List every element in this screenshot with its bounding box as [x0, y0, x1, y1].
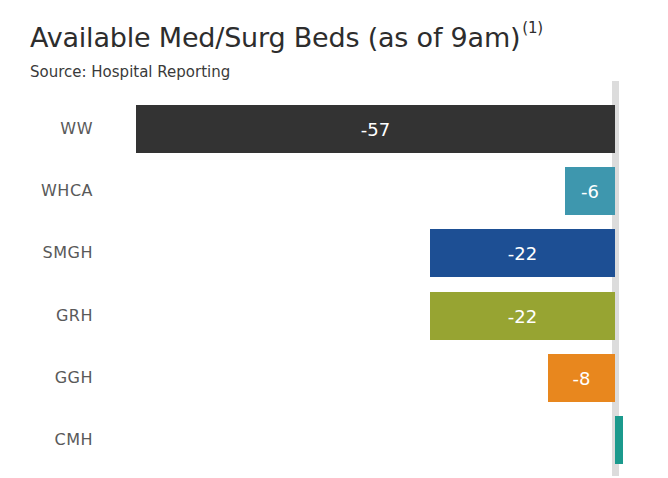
category-label: CMH	[0, 416, 93, 464]
bar-row: GGH -8	[0, 354, 668, 402]
bar: -57	[136, 105, 615, 153]
bar-value-label: -6	[581, 181, 599, 202]
bar-value-label: -57	[361, 119, 390, 140]
bar	[615, 416, 623, 464]
bar-row: SMGH -22	[0, 229, 668, 277]
bar: -22	[430, 229, 615, 277]
bar-row: GRH -22	[0, 292, 668, 340]
category-label: GRH	[0, 292, 93, 340]
bar: -6	[565, 167, 615, 215]
bar-value-label: -22	[508, 243, 537, 264]
bar-row: WW -57	[0, 105, 668, 153]
bar-row: WHCA -6	[0, 167, 668, 215]
category-label: WHCA	[0, 167, 93, 215]
bar-value-label: -22	[508, 306, 537, 327]
category-label: GGH	[0, 354, 93, 402]
bar: -8	[548, 354, 615, 402]
bar: -22	[430, 292, 615, 340]
bar-chart: WW -57 WHCA -6 SMGH -22 GRH -22 GGH -8 CMH	[0, 0, 668, 478]
category-label: WW	[0, 105, 93, 153]
chart-canvas: Available Med/Surg Beds (as of 9am)(1) S…	[0, 0, 668, 478]
category-label: SMGH	[0, 229, 93, 277]
bar-value-label: -8	[573, 368, 591, 389]
bar-row: CMH	[0, 416, 668, 464]
